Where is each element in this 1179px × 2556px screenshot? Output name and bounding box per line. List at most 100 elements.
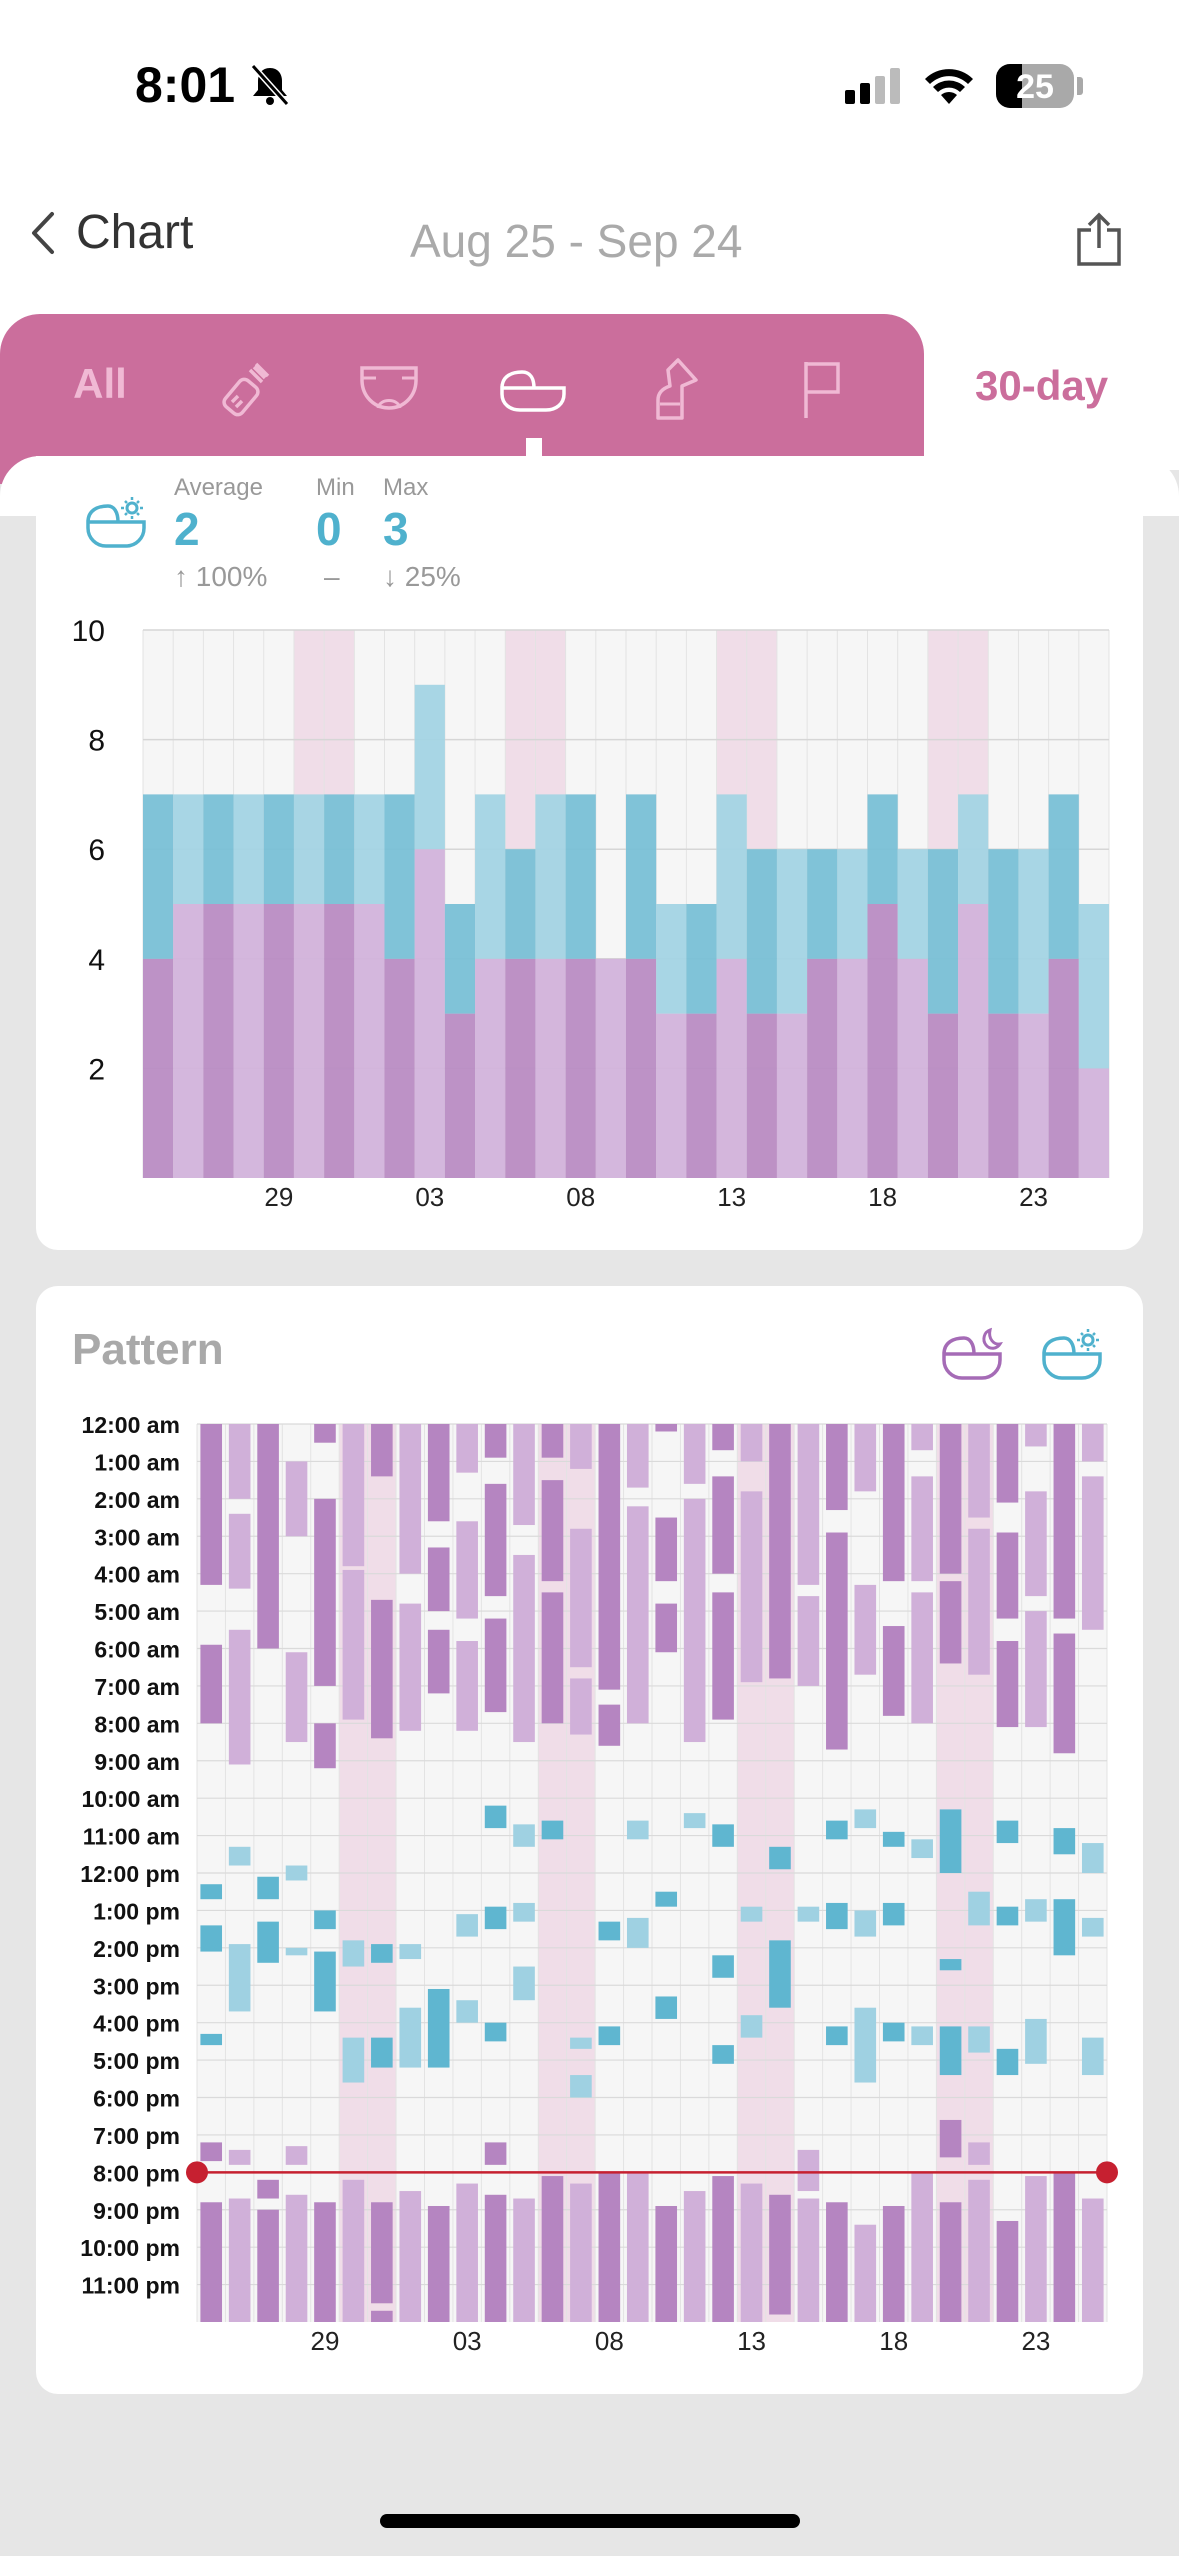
nap-block	[285, 1947, 308, 1956]
tab-all[interactable]: All	[50, 314, 150, 454]
nap-block	[683, 1813, 706, 1829]
day-sleep-bar	[1078, 904, 1109, 1069]
night-sleep-block	[541, 1480, 564, 1582]
night-sleep-bar	[233, 904, 264, 1178]
breast-pump-icon[interactable]	[648, 356, 704, 422]
day-sleep-bar	[263, 794, 294, 904]
nap-block	[200, 1884, 223, 1900]
night-sleep-block	[570, 1678, 592, 1735]
hour-label: 10:00 am	[82, 1786, 180, 1812]
night-sleep-block	[712, 1592, 734, 1720]
night-sleep-block	[342, 1424, 365, 1567]
night-sleep-block	[456, 1641, 478, 1731]
share-icon[interactable]	[1075, 212, 1123, 266]
night-sleep-block	[513, 2198, 535, 2322]
day-sleep-bar	[776, 849, 808, 1014]
night-sleep-block	[371, 1599, 393, 1739]
night-sleep-block	[968, 2142, 990, 2165]
nap-block	[826, 2026, 848, 2046]
night-sleep-bar	[354, 904, 385, 1178]
nap-block	[882, 1831, 905, 1847]
night-sleep-bar	[837, 958, 868, 1178]
nap-block	[996, 2048, 1019, 2076]
nap-block	[342, 2037, 365, 2083]
current-time-dot-right	[1096, 2161, 1118, 2184]
night-sleep-block	[541, 1424, 564, 1458]
hour-label: 12:00 pm	[80, 1861, 180, 1887]
nap-block	[769, 1940, 791, 2008]
bassinet-icon[interactable]	[498, 368, 568, 414]
nap-block	[371, 1944, 393, 1963]
wifi-icon	[925, 69, 973, 104]
nap-block	[655, 1891, 678, 1907]
night-sleep-block	[996, 2220, 1019, 2322]
night-sleep-bar	[535, 958, 566, 1178]
x-tick-label: 13	[717, 1182, 746, 1212]
nap-block	[1025, 1899, 1047, 1922]
night-sleep-block	[228, 1629, 251, 1765]
bell-muted-icon	[250, 63, 290, 107]
night-sleep-block	[968, 1528, 990, 1675]
night-sleep-block	[570, 1528, 592, 1668]
day-sleep-toggle-icon[interactable]	[1040, 1326, 1106, 1384]
night-sleep-block	[1081, 1476, 1104, 1630]
back-button[interactable]: Chart	[30, 205, 193, 260]
night-sleep-bar	[958, 904, 989, 1178]
day-sleep-bar	[565, 794, 596, 959]
night-sleep-block	[769, 1424, 791, 1679]
night-sleep-block	[1025, 1611, 1047, 1728]
nap-block	[456, 1914, 478, 1937]
night-sleep-block	[342, 1569, 365, 1720]
night-sleep-block	[228, 2149, 251, 2165]
nap-block	[712, 1824, 734, 1847]
night-sleep-block	[456, 2183, 478, 2322]
night-sleep-block	[257, 1424, 279, 1649]
hour-label: 6:00 am	[94, 1637, 180, 1663]
night-sleep-block	[882, 1424, 905, 1582]
night-sleep-icon[interactable]	[940, 1326, 1004, 1384]
night-sleep-block	[484, 1618, 507, 1713]
night-sleep-block	[513, 1424, 535, 1526]
nap-block	[371, 2037, 393, 2068]
night-sleep-block	[797, 1424, 820, 1585]
hour-label: 5:00 am	[94, 1599, 180, 1625]
nap-block	[257, 1921, 279, 1963]
night-sleep-bar	[384, 958, 415, 1178]
milestone-flag-icon[interactable]	[800, 358, 844, 420]
night-sleep-block	[598, 1424, 621, 1690]
nap-block	[570, 2075, 592, 2098]
night-sleep-block	[712, 1476, 734, 1574]
diaper-icon[interactable]	[358, 362, 420, 414]
nap-block	[712, 1955, 734, 1978]
nap-block	[257, 1876, 279, 1900]
period-30-day-button[interactable]: 30-day	[975, 362, 1109, 409]
nap-block	[626, 1820, 649, 1840]
day-sleep-icon	[86, 497, 146, 548]
pattern-title: Pattern	[72, 1325, 224, 1374]
back-label: Chart	[76, 206, 194, 259]
night-sleep-bar	[475, 958, 506, 1178]
night-sleep-bar	[263, 904, 294, 1178]
night-sleep-bar	[1078, 1068, 1109, 1178]
max-label: Max	[383, 474, 429, 501]
nap-block	[740, 1906, 763, 1922]
max-change: ↓ 25%	[383, 561, 461, 592]
day-sleep-bar	[927, 849, 959, 1014]
x-tick-label: 29	[264, 1182, 293, 1212]
day-sleep-bar	[1018, 849, 1049, 1014]
date-range: Aug 25 - Sep 24	[410, 215, 743, 267]
night-sleep-block	[740, 2183, 763, 2322]
hour-label: 3:00 pm	[93, 1973, 180, 1999]
average-value: 2	[174, 503, 200, 555]
night-sleep-block	[456, 1424, 478, 1473]
nap-block	[712, 2045, 734, 2064]
night-sleep-block	[399, 1603, 422, 1731]
night-sleep-block	[456, 1521, 478, 1619]
day-sleep-bar	[535, 794, 566, 959]
night-sleep-block	[683, 1498, 706, 1743]
night-sleep-block	[882, 2206, 905, 2322]
bottle-icon[interactable]	[212, 356, 276, 420]
nap-block	[1081, 2037, 1104, 2076]
night-sleep-bar	[444, 1013, 476, 1178]
nap-block	[513, 1824, 535, 1847]
